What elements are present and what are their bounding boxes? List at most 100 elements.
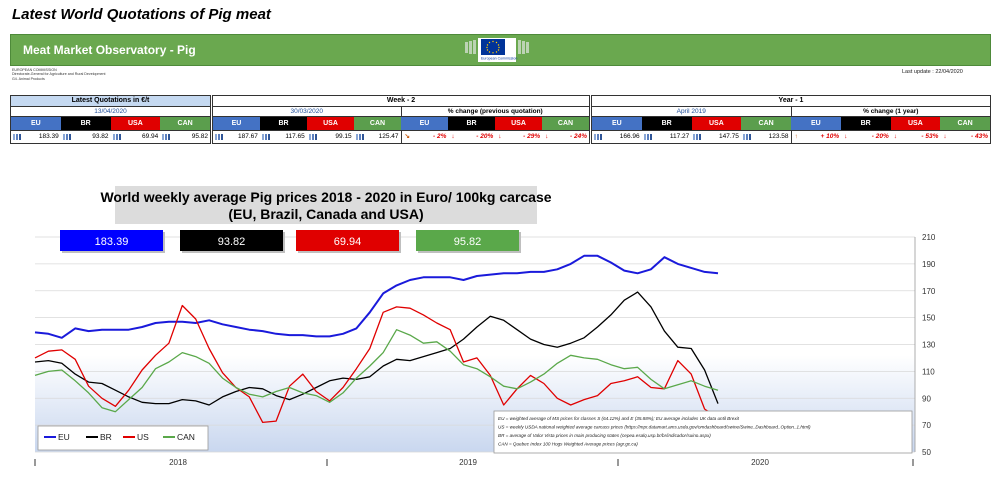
week2-header: Week - 2 (213, 96, 589, 107)
series-line-us (34, 304, 719, 424)
year1-pct-header: % change (1 year) (790, 107, 991, 116)
y-tick-label: 90 (922, 394, 931, 403)
country-can: CAN (940, 117, 990, 130)
year1-value-usa: 147.75 (691, 131, 741, 143)
value-box-label: 69.94 (334, 236, 362, 248)
year1-pct-usa: ↓ - 53% (891, 131, 941, 143)
country-eu: EU (401, 117, 448, 130)
bar-chart-icon (742, 134, 751, 140)
bar-chart-icon (594, 134, 602, 140)
year1-value-br: 117.27 (642, 131, 692, 143)
country-br: BR (260, 117, 307, 130)
y-tick-label: 150 (922, 314, 936, 323)
latest-header: Latest Quotations in €/t (11, 96, 210, 107)
chart-note: CAN = Quebec Index 100 Hogs Weighted Ave… (498, 442, 638, 447)
chart-subtitle: (EU, Brazil, Canada and USA) (228, 206, 423, 222)
week2-pct-can: ↓ - 24% (542, 131, 589, 143)
observatory-banner: Meat Market Observatory - Pig European C… (10, 34, 991, 66)
bar-chart-icon (112, 134, 121, 140)
latest-value-usa: 69.94 (111, 131, 161, 143)
bar-chart-icon (215, 134, 223, 140)
week2-pct-header: % change (previous quotation) (400, 107, 590, 116)
commission-sublines: EUROPEAN COMMISSION Directorate-General … (12, 68, 105, 81)
country-eu: EU (592, 117, 642, 130)
bar-chart-icon (693, 134, 702, 140)
year1-header: Year - 1 (592, 96, 990, 107)
legend-label-eu: EU (58, 432, 70, 442)
country-can: CAN (741, 117, 791, 130)
arrow-down-icon: ↓ (451, 133, 455, 140)
country-usa: USA (495, 117, 542, 130)
week2-value-br: 117.65 (260, 131, 307, 143)
chart-title-box (115, 186, 537, 224)
legend-label-br: BR (100, 432, 112, 442)
y-tick-label: 190 (922, 260, 936, 269)
country-eu: EU (791, 117, 841, 130)
chart-title: World weekly average Pig prices 2018 - 2… (100, 189, 551, 205)
subline: G4. Animal Products (12, 76, 45, 81)
y-tick-label: 110 (922, 367, 935, 376)
legend-label-us: US (137, 432, 149, 442)
value-box-br (180, 230, 283, 251)
latest-value-br: 93.82 (61, 131, 111, 143)
country-usa: USA (691, 117, 742, 130)
year1-value-eu: 166.96 (592, 131, 642, 143)
series-line-eu (34, 254, 719, 339)
value-box-label: 95.82 (454, 236, 482, 248)
latest-quotations-table: Latest Quotations in €/t 13/04/2020 EU B… (10, 95, 211, 144)
subline: Directorate-General for Agriculture and … (12, 72, 106, 77)
week2-value-usa: 99.15 (307, 131, 354, 143)
arrow-down-icon: ↓ (545, 133, 549, 140)
country-br: BR (641, 117, 692, 130)
bar-chart-icon (643, 134, 652, 140)
y-tick-label: 130 (922, 341, 936, 350)
y-tick-label: 170 (922, 287, 936, 296)
week2-pct-usa: ↓ - 29% (495, 131, 542, 143)
arrow-down-icon: ↓ (498, 133, 502, 140)
legend-label-can: CAN (177, 432, 195, 442)
bar-chart-icon (162, 134, 171, 140)
subline: EUROPEAN COMMISSION (12, 68, 57, 72)
bar-chart-icon (261, 134, 270, 140)
banner-title: Meat Market Observatory - Pig (23, 43, 196, 57)
value-box-can (416, 230, 519, 251)
country-can: CAN (542, 117, 589, 130)
year1-pct-eu: ↑ + 10% (790, 131, 842, 143)
arrow-down-icon: ↓ (943, 133, 947, 140)
country-eu: EU (11, 117, 61, 130)
y-tick-label: 210 (922, 233, 936, 242)
series-line-br (34, 291, 719, 406)
eu-logo-caption: European Commission (481, 57, 517, 61)
notes-box (493, 410, 913, 454)
x-tick-label: 2020 (751, 458, 769, 467)
chart-note: EU = weighted average of MS prices for c… (498, 416, 740, 421)
x-tick-label: 2018 (169, 458, 187, 467)
country-eu: EU (213, 117, 260, 130)
series-line-can (34, 329, 719, 413)
country-usa: USA (890, 117, 941, 130)
chart-note: US = weekly USDA national weighted avera… (498, 425, 811, 430)
arrow-down-right-icon: ↘ (404, 133, 410, 140)
country-can: CAN (160, 117, 210, 130)
y-tick-label: 50 (922, 448, 931, 457)
value-box-label: 183.39 (95, 236, 129, 248)
arrow-up-icon: ↑ (794, 133, 798, 140)
year1-value-can: 123.58 (741, 131, 791, 143)
last-update: Last update : 22/04/2020 (902, 69, 963, 75)
bar-chart-icon (355, 134, 364, 140)
country-br: BR (448, 117, 495, 130)
week2-value-can: 125.47 (354, 131, 401, 143)
latest-value-can: 95.82 (160, 131, 210, 143)
chart-note: BR = average of Valor Vista prices in ma… (498, 433, 711, 438)
bar-chart-icon (308, 134, 317, 140)
page-title: Latest World Quotations of Pig meat (12, 6, 271, 23)
y-tick-label: 70 (922, 421, 931, 430)
country-can: CAN (354, 117, 401, 130)
country-usa: USA (110, 117, 161, 130)
x-tick-label: 2019 (459, 458, 477, 467)
value-box-eu (60, 230, 163, 251)
country-br: BR (60, 117, 111, 130)
value-box-us (296, 230, 399, 251)
arrow-down-icon: ↓ (893, 133, 897, 140)
arrow-down-icon: ↓ (844, 133, 848, 140)
